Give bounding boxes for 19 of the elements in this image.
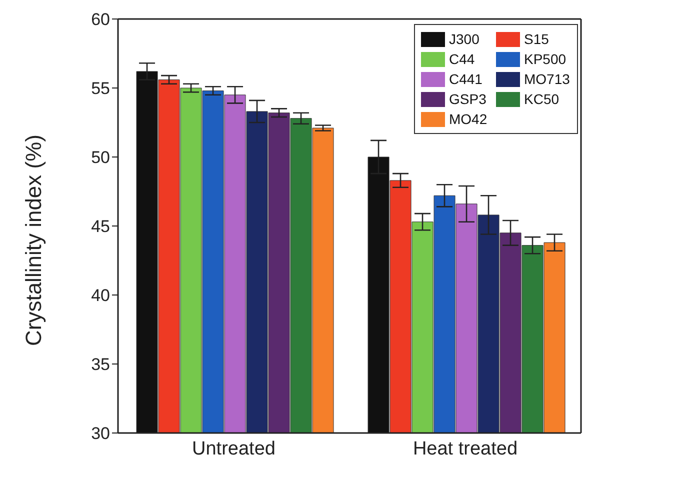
legend-label: MO713 [524,70,570,89]
x-tick-label: Untreated [192,438,276,460]
y-tick-label: 30 [91,424,110,444]
legend-label: GSP3 [449,90,486,109]
y-tick-label: 40 [91,286,110,306]
legend-label: KP500 [524,50,566,69]
y-tick-label: 55 [91,79,110,98]
y-tick-label: 45 [91,217,110,236]
legend-label: KC50 [524,90,560,109]
y-axis-title: Crystallinity index (%) [20,134,46,346]
y-tick-label: 50 [91,148,110,168]
legend-label: C44 [449,50,475,69]
x-tick-label: Heat treated [412,438,518,460]
legend-label: S15 [524,30,549,49]
legend-label: MO42 [449,110,488,129]
y-tick-label: 60 [91,10,110,30]
legend-label: C441 [449,70,482,89]
y-tick-label: 35 [91,355,110,374]
legend-label: J300 [449,30,480,49]
